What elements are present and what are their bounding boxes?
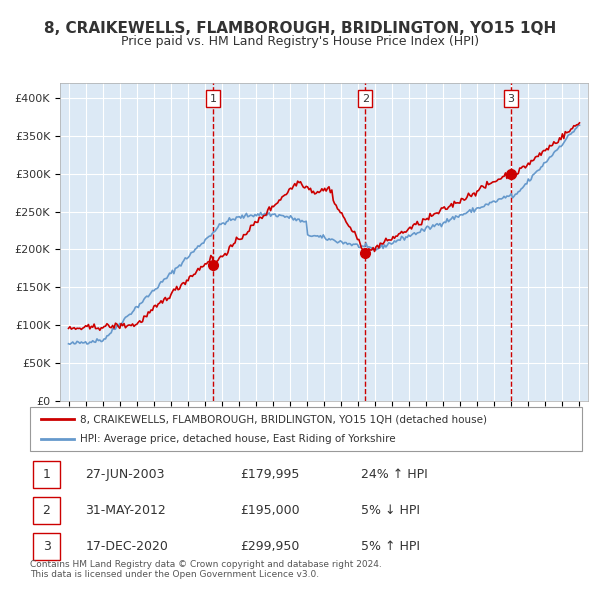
Text: 31-MAY-2012: 31-MAY-2012 — [85, 504, 166, 517]
Text: 27-JUN-2003: 27-JUN-2003 — [85, 468, 164, 481]
Text: 3: 3 — [507, 94, 514, 103]
Text: £299,950: £299,950 — [240, 540, 299, 553]
FancyBboxPatch shape — [33, 497, 61, 524]
Text: HPI: Average price, detached house, East Riding of Yorkshire: HPI: Average price, detached house, East… — [80, 434, 395, 444]
FancyBboxPatch shape — [33, 533, 61, 560]
Text: 5% ↓ HPI: 5% ↓ HPI — [361, 504, 420, 517]
Text: £179,995: £179,995 — [240, 468, 299, 481]
Text: 2: 2 — [43, 504, 50, 517]
FancyBboxPatch shape — [33, 461, 61, 488]
Text: Price paid vs. HM Land Registry's House Price Index (HPI): Price paid vs. HM Land Registry's House … — [121, 35, 479, 48]
Text: 5% ↑ HPI: 5% ↑ HPI — [361, 540, 420, 553]
Text: 2: 2 — [362, 94, 369, 103]
Text: 24% ↑ HPI: 24% ↑ HPI — [361, 468, 428, 481]
Text: 8, CRAIKEWELLS, FLAMBOROUGH, BRIDLINGTON, YO15 1QH (detached house): 8, CRAIKEWELLS, FLAMBOROUGH, BRIDLINGTON… — [80, 415, 487, 424]
Text: 1: 1 — [43, 468, 50, 481]
Text: 17-DEC-2020: 17-DEC-2020 — [85, 540, 168, 553]
Text: £195,000: £195,000 — [240, 504, 299, 517]
FancyBboxPatch shape — [30, 407, 582, 451]
Text: 3: 3 — [43, 540, 50, 553]
Text: Contains HM Land Registry data © Crown copyright and database right 2024.
This d: Contains HM Land Registry data © Crown c… — [30, 560, 382, 579]
Text: 8, CRAIKEWELLS, FLAMBOROUGH, BRIDLINGTON, YO15 1QH: 8, CRAIKEWELLS, FLAMBOROUGH, BRIDLINGTON… — [44, 21, 556, 35]
Text: 1: 1 — [209, 94, 217, 103]
